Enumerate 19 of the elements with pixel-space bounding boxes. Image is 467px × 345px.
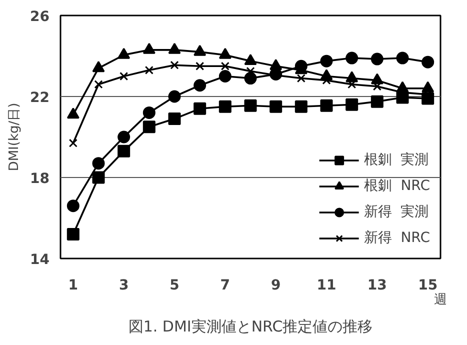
x-tick-label: 1 — [68, 278, 78, 294]
legend-label: 根釧 NRC — [364, 177, 430, 195]
y-tick-label: 26 — [30, 9, 50, 25]
x-tick-label: 3 — [118, 278, 129, 294]
y-tick-label: 22 — [30, 90, 50, 106]
text: 図1. DMI実測値とNRC推定値の推移 — [128, 318, 373, 336]
legend-label: 根釧 実測 — [364, 151, 429, 169]
legend-label: 新得 NRC — [364, 229, 430, 247]
y-axis-title: DMI(kg/日) — [7, 102, 22, 172]
x-tick-label: 15 — [418, 278, 438, 294]
legend-label: 新得 実測 — [364, 203, 429, 221]
x-tick-label: 5 — [170, 278, 180, 294]
x-tick-label: 9 — [270, 278, 281, 294]
x-tick-label: 7 — [220, 278, 230, 294]
x-tick-label: 11 — [316, 278, 336, 294]
x-axis-title: 週 — [434, 292, 447, 308]
y-tick-label: 18 — [30, 171, 50, 187]
x-tick-label: 13 — [367, 278, 387, 294]
y-tick-label: 14 — [30, 252, 50, 268]
